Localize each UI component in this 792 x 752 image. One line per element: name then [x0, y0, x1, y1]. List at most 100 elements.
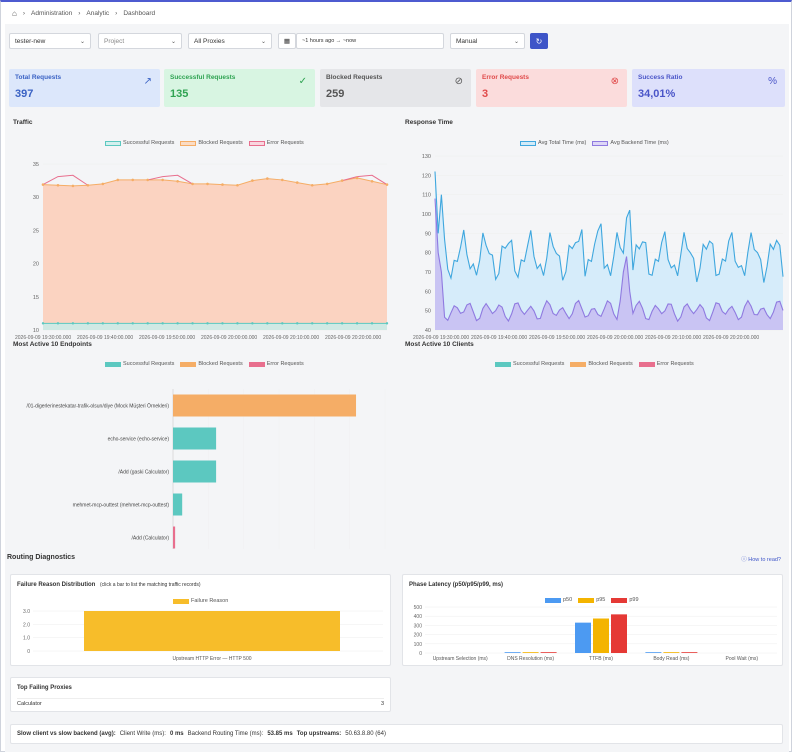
time-range-input[interactable]: ~1 hours ago → ~now: [296, 33, 444, 49]
successful-bar: [173, 427, 217, 450]
card-label: Total Requests: [15, 74, 62, 81]
blocked-point: [266, 177, 269, 180]
successful-point: [236, 322, 239, 325]
failure-reason-chart: 3.0 2.0 1.0 0 Upstream HTTP Error — HTTP 500: [23, 609, 383, 662]
blocked-point: [310, 183, 314, 187]
traffic-title: Traffic: [13, 119, 33, 126]
legend-item[interactable]: Successful Requests: [495, 361, 564, 367]
cw-label: Client Write (ms):: [119, 731, 166, 737]
successful-point: [206, 322, 209, 325]
successful-point: [131, 322, 134, 325]
successful-bar: [173, 460, 217, 483]
successful-point: [176, 322, 179, 325]
error-line: [147, 174, 193, 185]
proxies-select[interactable]: All Proxies ⌄: [188, 33, 272, 49]
avg-backend-area: [435, 198, 783, 330]
category-label: /Add (gaski Calculator): [118, 470, 169, 476]
calendar-icon: ▦: [283, 38, 291, 45]
card-successful-requests: Successful Requests 135 ✓: [164, 69, 315, 107]
legend-item[interactable]: Blocked Requests: [570, 361, 633, 367]
legend-item[interactable]: Blocked Requests: [180, 361, 243, 367]
legend-item[interactable]: Successful Requests: [105, 140, 174, 146]
y-tick-label: 100: [414, 642, 423, 648]
successful-point: [251, 322, 254, 325]
failure-bar: [84, 611, 340, 651]
card-value: 259: [326, 88, 345, 100]
ban-icon: ⊘: [454, 76, 463, 87]
x-tick-label: 2026-09-09 20:00:00.000: [201, 335, 257, 341]
successful-point: [116, 322, 119, 325]
blocked-point: [221, 183, 224, 186]
avg-total-area: [435, 171, 783, 330]
y-tick-label: 80: [425, 251, 431, 257]
card-label: Blocked Requests: [326, 74, 383, 81]
y-tick-label: 1.0: [23, 636, 30, 642]
legend-item[interactable]: Failure Reason: [173, 598, 228, 604]
y-tick-label: 60: [425, 289, 431, 295]
home-icon[interactable]: ⌂: [12, 8, 17, 18]
y-tick-label: 15: [33, 295, 39, 301]
legend-item[interactable]: Error Requests: [248, 361, 304, 367]
calendar-button[interactable]: ▦: [278, 33, 296, 49]
legend-item[interactable]: Successful Requests: [105, 361, 174, 367]
blocked-point: [86, 183, 90, 187]
legend-item[interactable]: p95: [578, 597, 605, 603]
successful-point: [325, 322, 329, 325]
y-tick-label: 70: [425, 270, 431, 276]
breadcrumb-item[interactable]: Analytic: [86, 9, 110, 17]
blocked-point: [355, 176, 359, 180]
breadcrumb-item[interactable]: Administration: [31, 9, 73, 17]
successful-bar: [173, 493, 183, 516]
x-tick-label: DNS Resolution (ms): [507, 656, 554, 662]
p50-bar: [504, 652, 521, 653]
blocked-point: [206, 182, 209, 186]
legend-item[interactable]: Blocked Requests: [180, 140, 243, 146]
y-tick-label: 400: [414, 614, 423, 620]
failing-row[interactable]: Calculator 3: [17, 698, 384, 707]
clients-chart: 050100150200250300%2f01-digerlerinesteka…: [405, 369, 789, 429]
tester-select[interactable]: tester-new ⌄: [9, 33, 91, 49]
refresh-button[interactable]: ↻: [530, 33, 548, 49]
y-tick-label: 200: [414, 633, 423, 639]
failure-title: Failure Reason Distribution: [17, 582, 96, 588]
breadcrumb: ⌂ › Administration › Analytic › Dashboard: [12, 8, 156, 18]
legend-item[interactable]: Error Requests: [638, 361, 694, 367]
successful-point: [101, 322, 105, 325]
br-label: Backend Routing Time (ms):: [187, 731, 264, 737]
latency-title: Phase Latency (p50/p95/p99, ms): [409, 582, 504, 588]
dashboard-content: tester-new ⌄ Project ⌄ All Proxies ⌄ ▦ ~1 h…: [5, 24, 789, 752]
project-select[interactable]: Project ⌄: [98, 33, 182, 49]
legend-item[interactable]: Avg Backend Time (ms): [592, 140, 669, 146]
p50-bar: [575, 622, 591, 653]
blocked-point: [325, 182, 329, 186]
successful-area: [43, 323, 387, 330]
response-title: Response Time: [405, 119, 453, 126]
successful-point: [191, 322, 194, 325]
blocked-point: [385, 183, 389, 186]
check-circle-icon: ✓: [298, 76, 307, 87]
x-tick-label: 2026-09-09 20:10:00.000: [645, 335, 701, 341]
successful-point: [56, 322, 60, 325]
category-label: echo-service (echo-service): [108, 437, 170, 443]
legend-item[interactable]: p50: [545, 597, 572, 603]
avg-total-line: [434, 171, 784, 283]
response-legend: Avg Total Time (ms) Avg Backend Time (ms…: [520, 140, 669, 146]
mode-select[interactable]: Manual ⌄: [450, 33, 525, 49]
legend-item[interactable]: Avg Total Time (ms): [520, 140, 586, 146]
failing-title: Top Failing Proxies: [17, 685, 72, 691]
blocked-point: [191, 182, 194, 186]
blocked-point: [340, 179, 344, 182]
legend-item[interactable]: Error Requests: [248, 140, 304, 146]
errors-bar: [173, 526, 176, 549]
how-to-read-link[interactable]: ⓘ How to read?: [741, 557, 781, 563]
successful-point: [161, 322, 164, 325]
x-tick-label: 2026-09-09 20:10:00.000: [263, 335, 319, 341]
legend-item[interactable]: p99: [611, 597, 639, 603]
successful-point: [266, 322, 269, 325]
x-tick-label: 2026-09-09 19:50:00.000: [529, 335, 585, 341]
y-tick-label: 500: [414, 605, 423, 611]
tu-value: 50.63.8.80 (64): [345, 731, 386, 737]
y-tick-label: 30: [33, 195, 39, 201]
